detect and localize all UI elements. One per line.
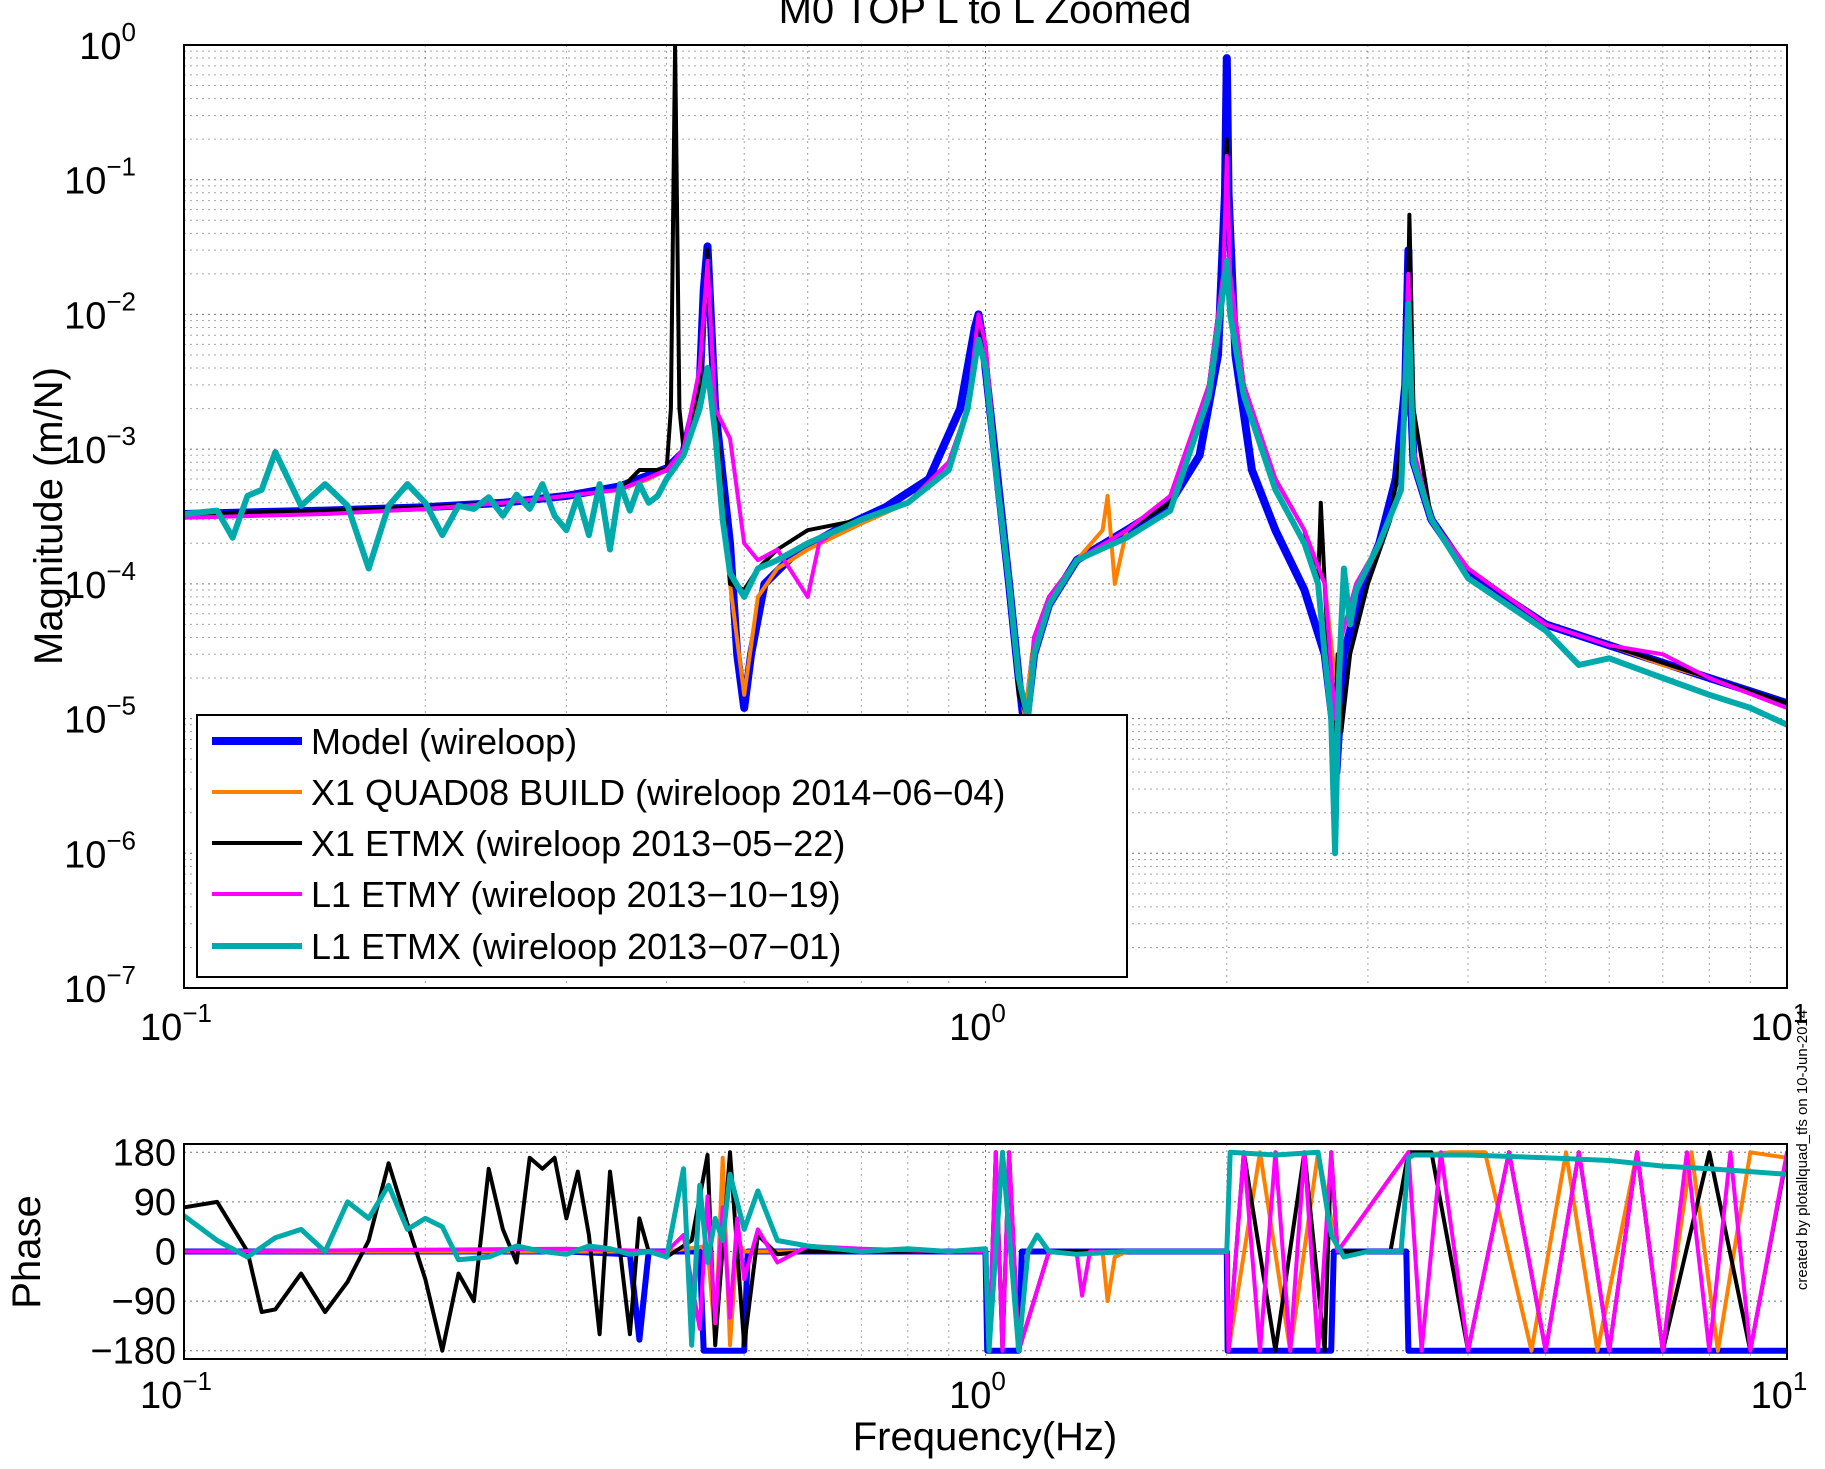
magnitude-y-tick-label: 10−3 [64, 421, 136, 472]
phase-y-tick-label: 0 [155, 1232, 176, 1274]
legend-label-model: Model (wireloop) [311, 721, 577, 762]
magnitude-y-tick-label: 10−2 [64, 286, 136, 337]
magnitude-x-tick-label: 10−1 [140, 998, 212, 1049]
phase-x-tick-label: 10−1 [140, 1366, 212, 1417]
phase-y-tick-label: −90 [112, 1281, 176, 1323]
credit-note: created by plotallquad_tfs on 10-Jun-201… [1794, 1010, 1811, 1290]
magnitude-x-tick-labels: 10−1 100 101 [140, 998, 1807, 1049]
phase-x-tick-label: 100 [949, 1366, 1006, 1417]
magnitude-y-axis-label: Magnitude (m/N) [27, 367, 71, 665]
magnitude-y-tick-label: 10−4 [64, 556, 136, 607]
magnitude-axes-frame [183, 44, 1788, 989]
phase-axes-frame [183, 1143, 1788, 1360]
magnitude-x-tick-label: 100 [949, 998, 1006, 1049]
phase-x-tick-labels: 10−1 100 101 [140, 1366, 1807, 1417]
phase-y-tick-labels: 180 90 0 −90 −180 [90, 1132, 176, 1372]
magnitude-y-tick-labels: 100 10−1 10−2 10−3 10−4 10−5 10−6 10−7 [64, 17, 136, 1011]
phase-y-axis-label: Phase [5, 1195, 49, 1308]
phase-series-group [184, 1149, 1787, 1354]
magnitude-y-tick-label: 100 [79, 17, 136, 68]
magnitude-y-tick-label: 10−1 [64, 152, 136, 203]
phase-x-tick-label: 101 [1751, 1366, 1808, 1417]
magnitude-y-tick-label: 10−6 [64, 825, 136, 876]
legend-label-l1-etmx: L1 ETMX (wireloop 2013−07−01) [311, 926, 841, 967]
magnitude-grid [184, 45, 1787, 988]
legend-box [196, 714, 1128, 978]
legend-label-l1-etmy: L1 ETMY (wireloop 2013−10−19) [311, 874, 841, 915]
legend-label-x1-etmx: X1 ETMX (wireloop 2013−05−22) [311, 823, 845, 864]
phase-panel: 180 90 0 −90 −180 10−1 100 101 Phase Frequency… [5, 1132, 1807, 1459]
chart-title: M0 TOP L to L Zoomed [779, 0, 1192, 32]
legend-label-x1-quad08: X1 QUAD08 BUILD (wireloop 2014−06−04) [311, 772, 1005, 813]
magnitude-series-4 [184, 257, 1787, 857]
magnitude-y-tick-label: 10−5 [64, 691, 136, 742]
phase-y-tick-label: −180 [90, 1331, 176, 1373]
phase-series-4 [184, 1149, 1787, 1354]
magnitude-y-tick-label: 10−7 [64, 960, 136, 1011]
legend: Model (wireloop) X1 QUAD08 BUILD (wirelo… [196, 714, 1128, 978]
phase-y-tick-label: 180 [113, 1132, 176, 1174]
phase-y-tick-label: 90 [134, 1182, 176, 1224]
phase-x-axis-label: Frequency(Hz) [853, 1415, 1118, 1459]
